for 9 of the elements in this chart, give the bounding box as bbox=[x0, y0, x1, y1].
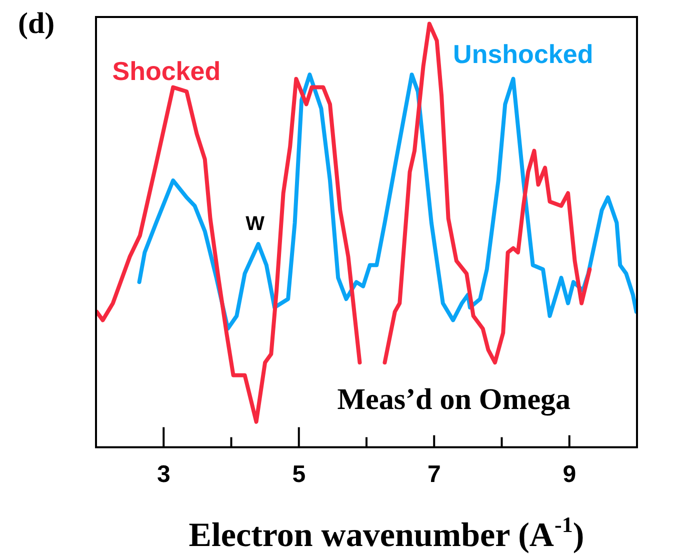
text: (d) bbox=[18, 6, 55, 40]
series-label: Unshocked bbox=[453, 38, 594, 69]
annotation: Meas’d on Omega bbox=[337, 382, 571, 416]
series-label: Shocked bbox=[112, 56, 221, 86]
x-tick-label: 7 bbox=[427, 461, 441, 488]
x-tick-label: 5 bbox=[292, 461, 306, 488]
x-tick-label: 9 bbox=[562, 461, 576, 488]
annotation: W bbox=[246, 212, 265, 235]
x-tick-label: 3 bbox=[156, 461, 170, 488]
